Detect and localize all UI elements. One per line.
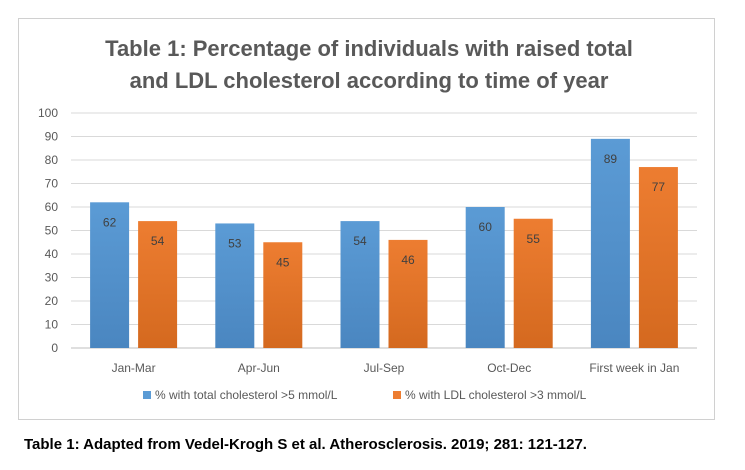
chart-area: Table 1: Percentage of individuals with … xyxy=(18,18,715,420)
bar-ldl xyxy=(138,221,178,348)
bar-total xyxy=(590,138,630,348)
y-tick-label: 70 xyxy=(45,177,59,191)
data-label: 53 xyxy=(228,236,242,250)
legend-label: % with total cholesterol >5 mmol/L xyxy=(155,388,338,402)
bar-chart: Table 1: Percentage of individuals with … xyxy=(38,36,697,402)
x-tick-label: Apr-Jun xyxy=(238,361,280,375)
y-tick-label: 60 xyxy=(45,200,59,214)
y-tick-label: 100 xyxy=(38,106,58,120)
bar-total xyxy=(90,202,130,348)
chart-title-line-1: Table 1: Percentage of individuals with … xyxy=(105,36,633,61)
y-tick-label: 80 xyxy=(45,153,59,167)
y-tick-label: 10 xyxy=(45,318,59,332)
data-label: 89 xyxy=(604,152,618,166)
y-tick-label: 0 xyxy=(51,341,58,355)
y-tick-label: 20 xyxy=(45,294,59,308)
x-tick-label: Oct-Dec xyxy=(487,361,531,375)
bar-ldl xyxy=(388,239,428,348)
y-tick-label: 30 xyxy=(45,271,59,285)
data-labels: 62 54 53 45 54 46 60 55 89 77 xyxy=(103,152,665,269)
bar-ldl xyxy=(638,167,678,348)
chart-title-line-2: and LDL cholesterol according to time of… xyxy=(130,68,609,93)
legend-swatch xyxy=(393,391,401,399)
x-tick-label: First week in Jan xyxy=(589,361,679,375)
x-tick-label: Jul-Sep xyxy=(364,361,405,375)
y-tick-label: 50 xyxy=(45,224,59,238)
legend-item: % with total cholesterol >5 mmol/L xyxy=(143,388,338,402)
data-label: 45 xyxy=(276,255,290,269)
bar-total xyxy=(215,223,255,348)
x-tick-label: Jan-Mar xyxy=(112,361,156,375)
legend: % with total cholesterol >5 mmol/L % with… xyxy=(143,388,587,402)
data-label: 46 xyxy=(401,253,415,267)
legend-swatch xyxy=(143,391,151,399)
data-label: 60 xyxy=(479,220,493,234)
bar-total xyxy=(340,221,380,348)
y-tick-label: 90 xyxy=(45,130,59,144)
figure-caption: Table 1: Adapted from Vedel-Krogh S et a… xyxy=(24,436,587,453)
data-label: 54 xyxy=(151,234,165,248)
data-label: 62 xyxy=(103,215,117,229)
bar-ldl xyxy=(263,242,303,348)
y-axis-ticks: 0 10 20 30 40 50 60 70 80 90 100 xyxy=(38,106,58,355)
legend-label: % with LDL cholesterol >3 mmol/L xyxy=(405,388,587,402)
y-tick-label: 40 xyxy=(45,247,59,261)
bar-total xyxy=(465,207,505,348)
data-label: 54 xyxy=(353,234,367,248)
legend-item: % with LDL cholesterol >3 mmol/L xyxy=(393,388,587,402)
data-label: 77 xyxy=(652,180,666,194)
x-axis-ticks: Jan-Mar Apr-Jun Jul-Sep Oct-Dec First week i… xyxy=(112,361,680,375)
bar-ldl xyxy=(513,218,553,348)
bars xyxy=(90,138,678,348)
data-label: 55 xyxy=(527,232,541,246)
